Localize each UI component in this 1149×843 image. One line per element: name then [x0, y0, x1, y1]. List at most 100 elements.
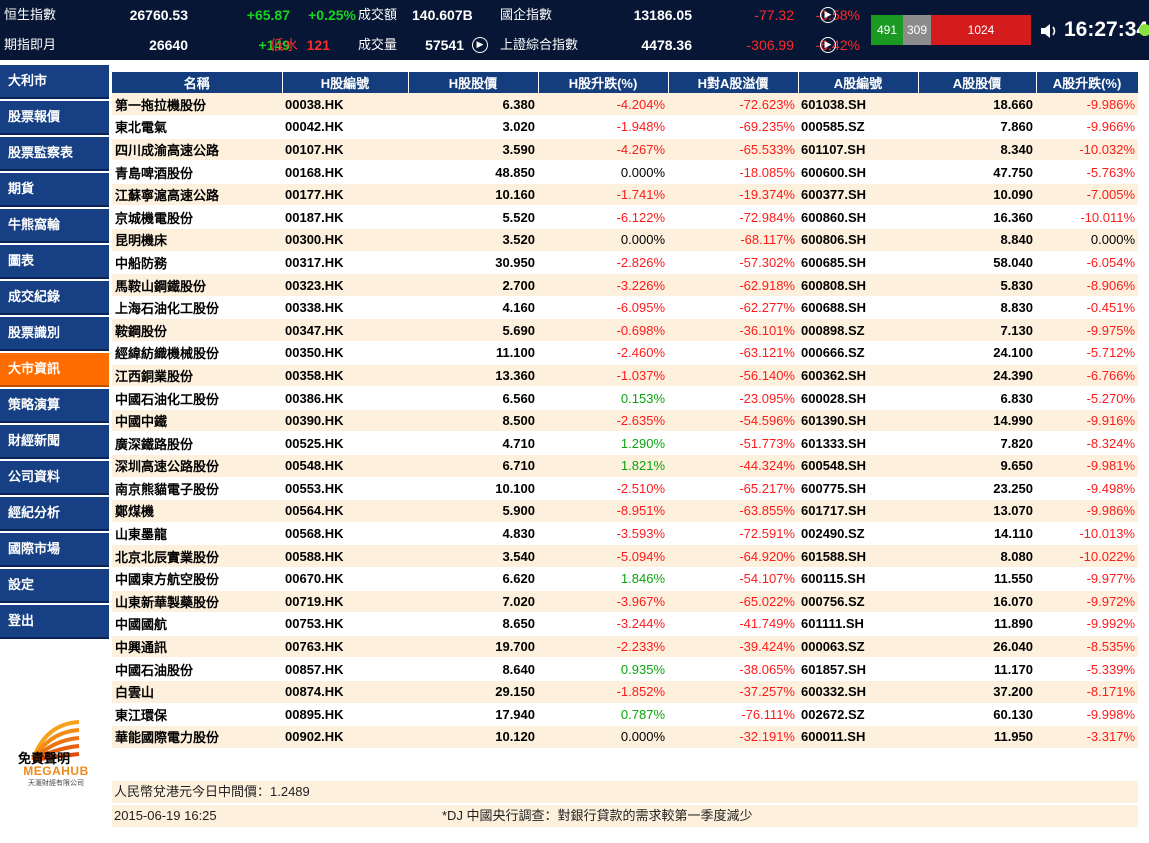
sidebar-item-stock-quote[interactable]: 股票報價 [0, 101, 109, 135]
cell-a-code: 600377.SH [798, 183, 918, 207]
sidebar-item-trade-log[interactable]: 成交紀錄 [0, 281, 109, 315]
col-header-premium[interactable]: H對A股溢價 [668, 72, 799, 93]
cell-name: 山東新華製藥股份 [112, 590, 282, 614]
table-row[interactable]: 上海石油化工股份 00338.HK 4.160 -6.095% -62.277% 6006… [112, 296, 1138, 320]
table-row[interactable]: 華能國際電力股份 00902.HK 10.120 0.000% -32.191% 6000… [112, 725, 1138, 749]
cell-premium: -38.065% [668, 657, 798, 681]
sidebar-item-market-overview[interactable]: 大利市 [0, 65, 109, 99]
cell-a-change: -9.966% [1036, 115, 1138, 139]
table-row[interactable]: 山東新華製藥股份 00719.HK 7.020 -3.967% -65.022% 0007… [112, 590, 1138, 614]
cell-a-price: 16.360 [918, 205, 1036, 230]
col-header-a-code[interactable]: A股編號 [798, 72, 919, 93]
cell-h-price: 4.160 [408, 296, 538, 320]
cell-a-code: 601390.SH [798, 409, 918, 433]
disclaimer-link[interactable]: 免責聲明 [18, 751, 71, 766]
table-row[interactable]: 廣深鐵路股份 00525.HK 4.710 1.290% -51.773% 601333.… [112, 431, 1138, 455]
cell-name: 華能國際電力股份 [112, 725, 282, 749]
cell-h-change: 1.821% [538, 454, 668, 478]
cell-a-change: -9.998% [1036, 703, 1138, 727]
futures-value: 26640 [149, 37, 188, 53]
table-row[interactable]: 青島啤酒股份 00168.HK 48.850 0.000% -18.085% 600600… [112, 160, 1138, 184]
sidebar-item-logout[interactable]: 登出 [0, 605, 109, 639]
table-row[interactable]: 山東墨龍 00568.HK 4.830 -3.593% -72.591% 002490.S… [112, 522, 1138, 546]
table-row[interactable]: 江蘇寧滬高速公路 00177.HK 10.160 -1.741% -19.374% 600… [112, 183, 1138, 207]
sidebar-item-global[interactable]: 國際市場 [0, 533, 109, 567]
table-row[interactable]: 深圳高速公路股份 00548.HK 6.710 1.821% -44.324% 60054… [112, 454, 1138, 478]
cell-h-price: 6.620 [408, 567, 538, 591]
table-row[interactable]: 中國中鐵 00390.HK 8.500 -2.635% -54.596% 601390.S… [112, 409, 1138, 433]
table-row[interactable]: 京城機電股份 00187.HK 5.520 -6.122% -72.984% 600860… [112, 205, 1138, 230]
cell-a-code: 600808.SH [798, 273, 918, 297]
table-row[interactable]: 四川成渝高速公路 00107.HK 3.590 -4.267% -65.533% 6011… [112, 138, 1138, 162]
table-row[interactable]: 中國東方航空股份 00670.HK 6.620 1.846% -54.107% 60011… [112, 567, 1138, 591]
cell-name: 白雲山 [112, 680, 282, 704]
cell-premium: -19.374% [668, 183, 798, 207]
sidebar-item-news[interactable]: 財經新聞 [0, 425, 109, 459]
speaker-icon[interactable] [1040, 23, 1058, 39]
table-row[interactable]: 昆明機床 00300.HK 3.520 0.000% -68.117% 600806.SH… [112, 228, 1138, 252]
play-circle-icon[interactable]: ▶ [820, 37, 836, 53]
table-row[interactable]: 東江環保 00895.HK 17.940 0.787% -76.111% 002672.S… [112, 703, 1138, 727]
sidebar-item-watchlist[interactable]: 股票監察表 [0, 137, 109, 171]
cell-premium: -65.217% [668, 477, 798, 501]
table-row[interactable]: 第一拖拉機股份 00038.HK 6.380 -4.204% -72.623% 60103… [112, 93, 1138, 117]
cell-a-code: 600332.SH [798, 680, 918, 704]
news-headline[interactable]: *DJ 中國央行調查：對銀行貸款的需求較第一季度減少 [442, 808, 753, 823]
play-circle-icon[interactable]: ▶ [472, 37, 488, 53]
col-header-name[interactable]: 名稱 [112, 72, 283, 93]
table-row[interactable]: 江西銅業股份 00358.HK 13.360 -1.037% -56.140% 60036… [112, 364, 1138, 388]
table-row[interactable]: 北京北辰實業股份 00588.HK 3.540 -5.094% -64.920% 6015… [112, 544, 1138, 568]
table-row[interactable]: 鞍鋼股份 00347.HK 5.690 -0.698% -36.101% 000898.S… [112, 318, 1138, 343]
sidebar-item-settings[interactable]: 設定 [0, 569, 109, 603]
table-row[interactable]: 鄭煤機 00564.HK 5.900 -8.951% -63.855% 601717.SH… [112, 499, 1138, 523]
table-row[interactable]: 南京熊貓電子股份 00553.HK 10.100 -2.510% -65.217% 600… [112, 477, 1138, 501]
cell-a-price: 23.250 [918, 477, 1036, 501]
play-circle-icon[interactable]: ▶ [820, 7, 836, 23]
col-header-a-price[interactable]: A股股價 [918, 72, 1037, 93]
sidebar-item-company[interactable]: 公司資料 [0, 461, 109, 495]
cell-name: 中興通訊 [112, 635, 282, 659]
col-header-a-change[interactable]: A股升跌(%) [1036, 72, 1139, 93]
cell-a-code: 000666.SZ [798, 341, 918, 365]
sidebar-item-charts[interactable]: 圖表 [0, 245, 109, 279]
cell-a-price: 24.390 [918, 364, 1036, 388]
col-header-h-change[interactable]: H股升跌(%) [538, 72, 669, 93]
cell-name: 中國石油化工股份 [112, 386, 282, 410]
table-row[interactable]: 中國石油股份 00857.HK 8.640 0.935% -38.065% 601857.… [112, 657, 1138, 681]
cell-h-change: -6.095% [538, 296, 668, 320]
cell-name: 深圳高速公路股份 [112, 454, 282, 478]
table-row[interactable]: 中興通訊 00763.HK 19.700 -2.233% -39.424% 000063.… [112, 635, 1138, 659]
table-row[interactable]: 白雲山 00874.HK 29.150 -1.852% -37.257% 600332.S… [112, 680, 1138, 704]
table-row[interactable]: 東北電氣 00042.HK 3.020 -1.948% -69.235% 000585.S… [112, 115, 1138, 139]
col-header-h-code[interactable]: H股編號 [282, 72, 409, 93]
table-row[interactable]: 馬鞍山鋼鐵股份 00323.HK 2.700 -3.226% -62.918% 60080… [112, 273, 1138, 297]
table-row[interactable]: 中國石油化工股份 00386.HK 6.560 0.153% -23.095% 60002… [112, 386, 1138, 410]
cell-name: 中國石油股份 [112, 657, 282, 681]
unchanged-count: 309 [903, 15, 931, 45]
sidebar-item-warrants[interactable]: 牛熊窩輪 [0, 209, 109, 243]
cell-premium: -72.984% [668, 205, 798, 230]
cell-h-price: 7.020 [408, 590, 538, 614]
cell-premium: -36.101% [668, 318, 798, 343]
cell-h-code: 00753.HK [282, 612, 408, 636]
cell-h-price: 8.500 [408, 409, 538, 433]
cell-premium: -72.623% [668, 93, 798, 117]
cell-a-price: 8.080 [918, 544, 1036, 568]
table-row[interactable]: 經緯紡織機械股份 00350.HK 11.100 -2.460% -63.121% 000… [112, 341, 1138, 365]
table-row[interactable]: 中船防務 00317.HK 30.950 -2.826% -57.302% 600685.… [112, 251, 1138, 275]
sidebar-item-strategy[interactable]: 策略演算 [0, 389, 109, 423]
cell-a-code: 000898.SZ [798, 318, 918, 343]
hscei-value: 13186.05 [633, 7, 692, 23]
cell-a-price: 11.890 [918, 612, 1036, 636]
table-row[interactable]: 中國國航 00753.HK 8.650 -3.244% -41.749% 601111.S… [112, 612, 1138, 636]
sse-change: -306.99 [746, 37, 794, 53]
cell-a-change: -0.451% [1036, 296, 1138, 320]
sidebar-item-broker[interactable]: 經紀分析 [0, 497, 109, 531]
col-header-h-price[interactable]: H股股價 [408, 72, 539, 93]
sidebar-item-stock-id[interactable]: 股票識別 [0, 317, 109, 351]
cell-premium: -44.324% [668, 454, 798, 478]
sidebar-item-futures[interactable]: 期貨 [0, 173, 109, 207]
cell-a-price: 7.130 [918, 318, 1036, 343]
sidebar-item-market-info[interactable]: 大市資訊 [0, 353, 109, 387]
cell-h-change: -6.122% [538, 205, 668, 230]
